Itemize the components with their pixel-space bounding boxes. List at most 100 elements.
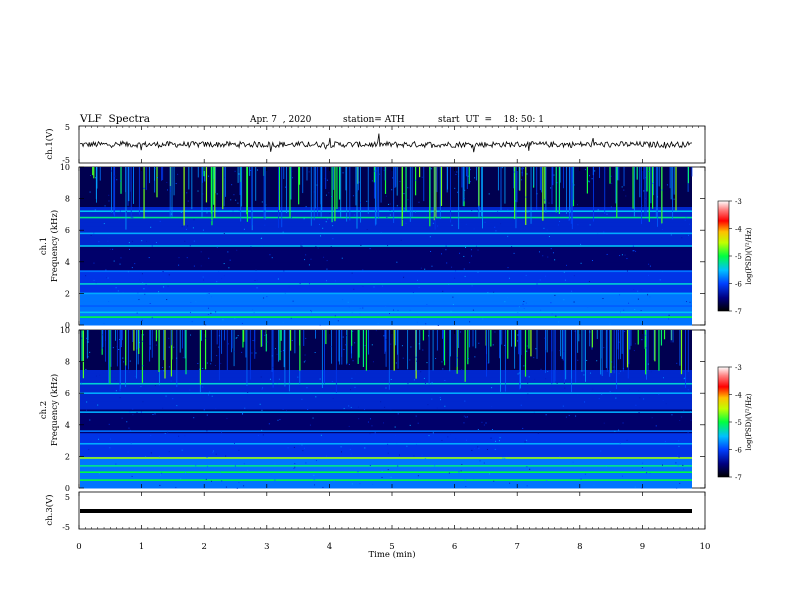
spec-streak (138, 330, 140, 354)
spec-streak (515, 167, 517, 229)
spec-row (80, 444, 692, 449)
x-tick-label: 4 (327, 542, 332, 552)
spec-streak (226, 330, 228, 371)
ch3-ytick-bottom: -5 (62, 523, 70, 532)
spec-band (80, 382, 692, 385)
spec-streak (630, 330, 632, 346)
spec-streak (385, 330, 387, 367)
x-tick-label: 1 (139, 542, 144, 552)
spec-streak (380, 167, 382, 203)
spec-streak (646, 167, 648, 192)
spec-streak (528, 330, 530, 349)
spec-band (80, 210, 692, 213)
spec-streak (620, 330, 622, 360)
spec-streak (628, 330, 630, 365)
spec-streak (136, 330, 137, 379)
spec-streak (120, 167, 122, 194)
spec-streak (331, 330, 332, 364)
spec-streak (551, 167, 553, 205)
spec-streak (281, 167, 283, 228)
ch1-trace (79, 133, 693, 153)
spec-streak (384, 167, 386, 181)
spec-band (80, 305, 692, 307)
spec-streak (197, 167, 199, 178)
spec-streak (181, 330, 183, 349)
spec-streak (675, 167, 677, 211)
spec-streak (586, 167, 589, 194)
spec-streak (396, 167, 398, 196)
spec-band (80, 430, 692, 432)
spec-streak (488, 330, 490, 364)
spec-row (80, 412, 692, 418)
spec-row (80, 440, 692, 446)
spec-streak (691, 167, 693, 177)
spec-streak (373, 167, 375, 199)
spec-streak (458, 330, 460, 348)
spec-streak (303, 330, 305, 346)
start-time-label: start UT = 18: 50: 1 (438, 115, 544, 125)
spec-streak (316, 167, 318, 217)
spec-streak (551, 330, 553, 352)
spec-streak (673, 167, 675, 195)
spec-streak (618, 330, 620, 360)
spec-row (80, 230, 692, 235)
spec-streak (133, 330, 135, 351)
spec-streak (605, 330, 607, 369)
colorbar-tick-label: -4 (735, 226, 742, 234)
spec-streak (96, 167, 98, 189)
colorbar-tick-label: -6 (735, 281, 742, 289)
spec-streak (199, 330, 202, 385)
spec-streak (148, 167, 150, 184)
spec-streak (507, 330, 509, 359)
spec-streak (114, 167, 116, 217)
spec-streak (289, 167, 291, 218)
spec-streak (596, 330, 598, 340)
spec-streak (108, 330, 110, 384)
spec-streak (616, 167, 618, 218)
spec-ytick-label: 6 (65, 226, 70, 235)
spec-streak (158, 330, 160, 373)
spec-row (80, 313, 692, 318)
spec-streak (224, 330, 225, 341)
spec-streak (578, 330, 580, 342)
spec-streak (514, 330, 516, 369)
spec-streak (542, 167, 544, 221)
spec-streak (645, 167, 647, 217)
spec-ytick-label: 0 (65, 484, 70, 493)
spec-streak (571, 167, 573, 230)
spec-streak (429, 167, 431, 227)
spec-streak (562, 330, 564, 361)
spec-streak (446, 167, 448, 193)
spec-band (80, 232, 692, 235)
spec-streak (639, 167, 641, 198)
spec-streak (623, 167, 625, 187)
spec-streak (393, 167, 395, 223)
spec-streak (340, 167, 342, 218)
spec-row (80, 397, 692, 402)
spec-streak (486, 330, 488, 377)
spec-streak (434, 167, 436, 230)
ch1-ylabel-channel: ch.1 (39, 237, 49, 255)
spec-streak (222, 167, 224, 210)
spec-streak (110, 330, 112, 367)
spec-row (80, 238, 692, 243)
spec-streak (687, 330, 689, 372)
spec-streak (524, 330, 527, 377)
spec-streak (128, 167, 130, 202)
spec-streak (121, 330, 122, 348)
spec-streak (346, 167, 348, 222)
spec-streak (609, 167, 611, 184)
spec-streak (501, 330, 503, 345)
spec-streak (384, 330, 386, 354)
spec-streak (544, 167, 546, 204)
spec-band (80, 245, 692, 247)
spec-streak (670, 167, 672, 200)
spec-streak (341, 330, 343, 365)
spec-streak (591, 330, 593, 348)
spec-streak (286, 167, 287, 214)
spec-streak (436, 330, 438, 351)
spec-streak (346, 330, 348, 365)
colorbar-tick-label: -5 (735, 419, 742, 427)
spec-row (80, 460, 692, 465)
spec-streak (306, 167, 308, 181)
